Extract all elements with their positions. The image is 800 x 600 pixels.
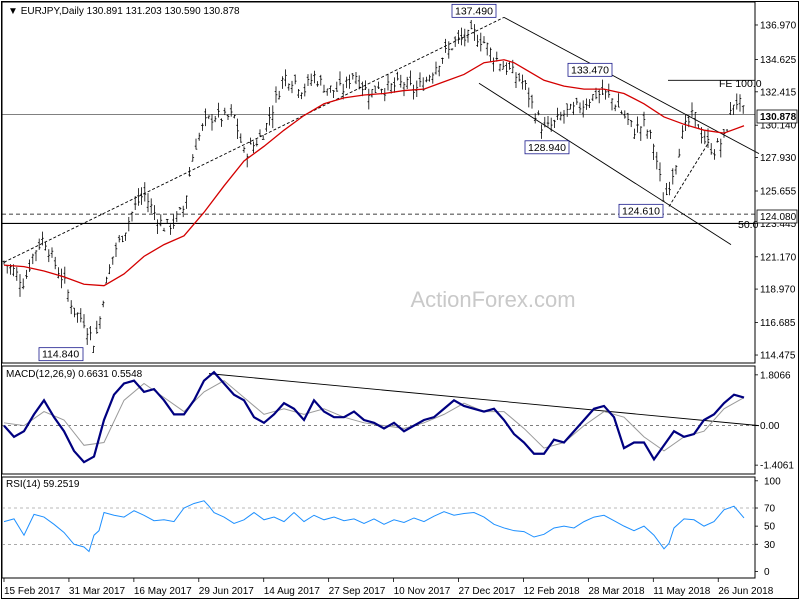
annotation-label: 114.840 [42,349,79,361]
price-tick-label: 125.655 [760,186,797,197]
rsi-axis: 100 70 50 30 0 [755,476,781,578]
macd-signal-line [3,380,745,452]
annotation-box [567,62,613,77]
annotation-3: 124.610 [618,203,664,218]
annotation-1: 133.470 [567,62,613,77]
x-tick-label: 27 Dec 2017 [459,586,516,597]
macd-tick-label: 1.8066 [760,370,791,381]
annotation-box [524,140,570,155]
price-panel [1,1,756,364]
watermark-text: ActionForex.com [410,287,575,312]
x-axis: 15 Feb 2017 31 Mar 2017 16 May 2017 29 Jun … [3,578,774,597]
rsi-label: RSI(14) 59.2519 [6,479,80,490]
x-tick-label: 28 Mar 2018 [588,586,645,597]
chart-title: ▼ EURJPY,Daily 130.891 131.203 130.590 1… [8,6,240,17]
annotation-label: 124.610 [622,205,660,217]
x-tick-label: 11 May 2018 [653,586,711,597]
trendline-1 [503,16,760,155]
trendline-2 [478,82,732,246]
trendline-3 [668,141,710,207]
price-tick-label: 118.970 [760,285,796,296]
price-tick-label: 132.415 [760,87,797,98]
rsi-tick-label: 70 [764,504,776,515]
price-tick-label: 134.625 [760,55,797,66]
price-tick-label: 114.475 [760,351,796,362]
macd-tick-label: -1.4061 [760,461,794,472]
annotation-label: 128.940 [528,142,566,154]
macd-line [3,370,745,464]
x-tick-label: 16 May 2017 [134,586,192,597]
current-price-tag [756,109,798,124]
x-tick-label: 14 Aug 2017 [264,586,321,597]
annotation-box [618,203,664,218]
rsi-panel [1,476,756,579]
rsi-tick-label: 0 [764,567,770,578]
fe-level-label: FE 100.0 [719,78,762,90]
price-tick-label: 127.930 [760,153,797,164]
price-annotations: 137.490 133.470 128.940 124.610 114.840 [38,3,664,362]
annotation-2: 128.940 [524,140,570,155]
macd-tick-label: 0.00 [760,421,780,432]
price-tick-label: 130.140 [760,121,797,132]
macd-axis: 1.8066 0.00 -1.4061 [755,370,794,472]
price-tick-label: 116.685 [760,318,796,329]
moving-average-line [3,59,745,287]
x-tick-label: 10 Nov 2017 [394,586,451,597]
price-tick-label: 136.970 [760,20,797,31]
x-tick-label: 27 Sep 2017 [329,586,386,597]
rsi-line [3,500,745,553]
annotation-label: 137.490 [455,5,493,17]
x-tick-label: 15 Feb 2017 [4,586,61,597]
annotation-0: 137.490 [451,3,497,18]
trendline-0 [3,16,505,263]
x-tick-label: 12 Feb 2018 [523,586,580,597]
fib-50-label: 50.0 [738,219,759,231]
rsi-tick-label: 30 [764,540,776,551]
level-124-tag [756,209,798,224]
macd-panel [1,365,756,475]
annotation-label: 133.470 [571,64,609,76]
price-axis: 136.970 134.625 132.415 130.140 127.930 125.6… [755,20,797,362]
annotation-4: 114.840 [38,347,84,362]
rsi-tick-label: 50 [764,522,776,533]
macd-label: MACD(12,26,9) 0.6631 0.5548 [6,369,143,380]
level-124-tag-text: 124.080 [760,212,797,223]
x-tick-label: 29 Jun 2017 [199,586,254,597]
annotation-box [451,3,497,18]
price-tick-label: 121.170 [760,252,797,263]
x-tick-label: 31 Mar 2017 [69,586,126,597]
macd-trendline [208,373,760,427]
price-bars [2,19,745,353]
x-tick-label: 26 Jun 2018 [718,586,773,597]
trendlines [3,16,760,263]
current-price-tag-text: 130.878 [760,112,797,123]
rsi-tick-label: 100 [764,476,781,487]
annotation-box [38,347,84,362]
price-tick-label: 123.445 [760,219,797,230]
chart-title-text: EURJPY,Daily [21,6,84,17]
ohlc-values: 130.891 131.203 130.590 130.878 [87,6,240,17]
